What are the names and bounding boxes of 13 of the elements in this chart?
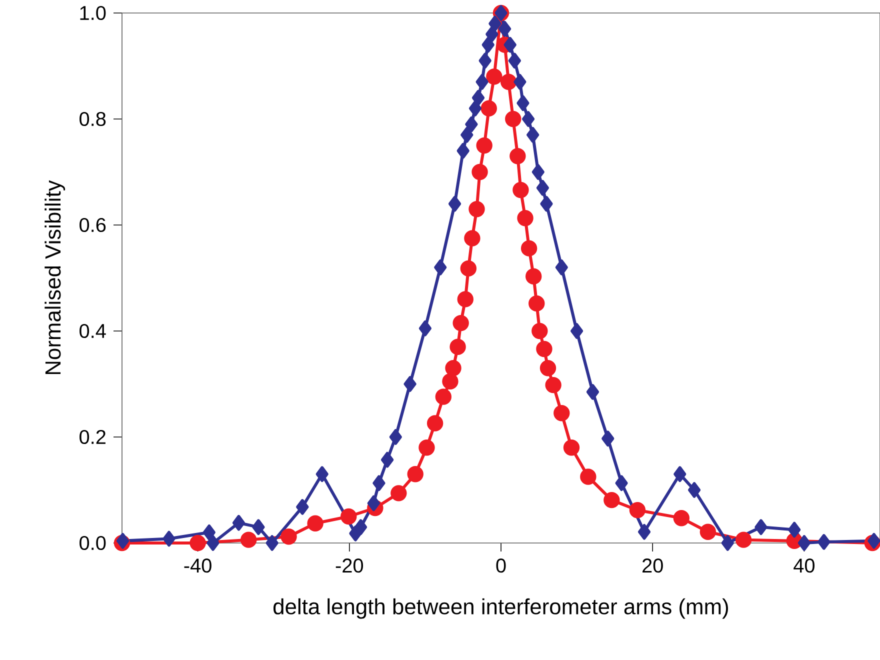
- y-tick-label: 0.0: [80, 536, 106, 550]
- y-tick-label: 0.8: [80, 112, 106, 126]
- y-tick-label: 0.6: [80, 218, 106, 232]
- x-tick-label: 20: [642, 558, 663, 573]
- y-tick-label: 1.0: [80, 6, 106, 20]
- x-tick-label: -40: [184, 558, 212, 573]
- y-axis-title: Normalised Visibility: [44, 180, 66, 374]
- y-tick-label: 0.2: [80, 430, 106, 444]
- x-tick-label: 0: [496, 558, 506, 573]
- x-tick-label: -20: [336, 558, 364, 573]
- x-axis-title: delta length between interferometer arms (mm): [274, 598, 728, 619]
- x-tick-label: 40: [794, 558, 815, 573]
- y-tick-label: 0.4: [80, 324, 106, 338]
